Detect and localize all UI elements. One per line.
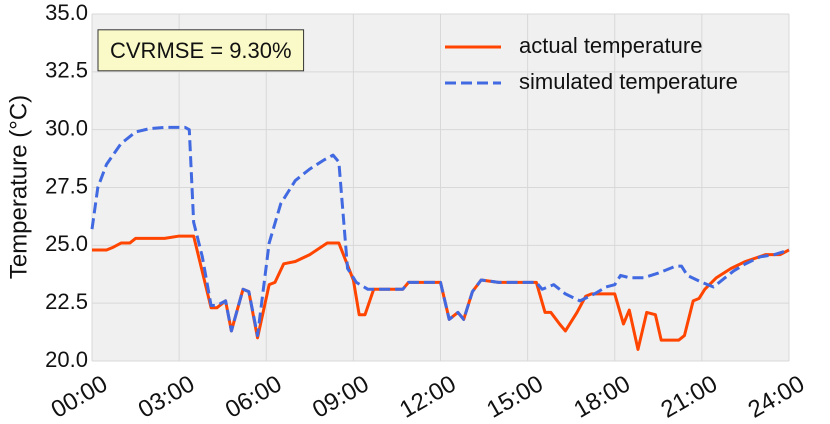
annotation: CVRMSE = 9.30%	[110, 38, 292, 63]
y-tick-label: 35.0	[45, 0, 88, 25]
y-tick-label: 22.5	[45, 289, 88, 314]
series-line	[90, 125, 790, 338]
annotation-box	[97, 29, 305, 72]
legend-label: actual temperature	[519, 33, 702, 58]
series-line	[92, 234, 790, 351]
y-tick-label: 32.5	[45, 58, 88, 83]
x-tick-label: 21:00	[657, 370, 723, 423]
x-tick-label: 24:00	[744, 370, 810, 423]
x-tick-label: 15:00	[482, 370, 548, 423]
x-tick-label: 12:00	[395, 370, 461, 423]
x-tick-label: 06:00	[221, 370, 287, 423]
x-tick-label: 03:00	[134, 370, 200, 423]
y-tick-label: 27.5	[45, 173, 88, 198]
y-tick-label: 25.0	[45, 231, 88, 256]
y-axis-label: Temperature (°C)	[5, 95, 32, 279]
y-tick-label: 20.0	[45, 347, 88, 372]
x-tick-label: 00:00	[47, 370, 113, 423]
x-tick-label: 09:00	[308, 370, 374, 423]
y-tick-label: 30.0	[45, 115, 88, 140]
x-tick-label: 18:00	[569, 370, 635, 423]
legend-label: simulated temperature	[519, 69, 738, 94]
